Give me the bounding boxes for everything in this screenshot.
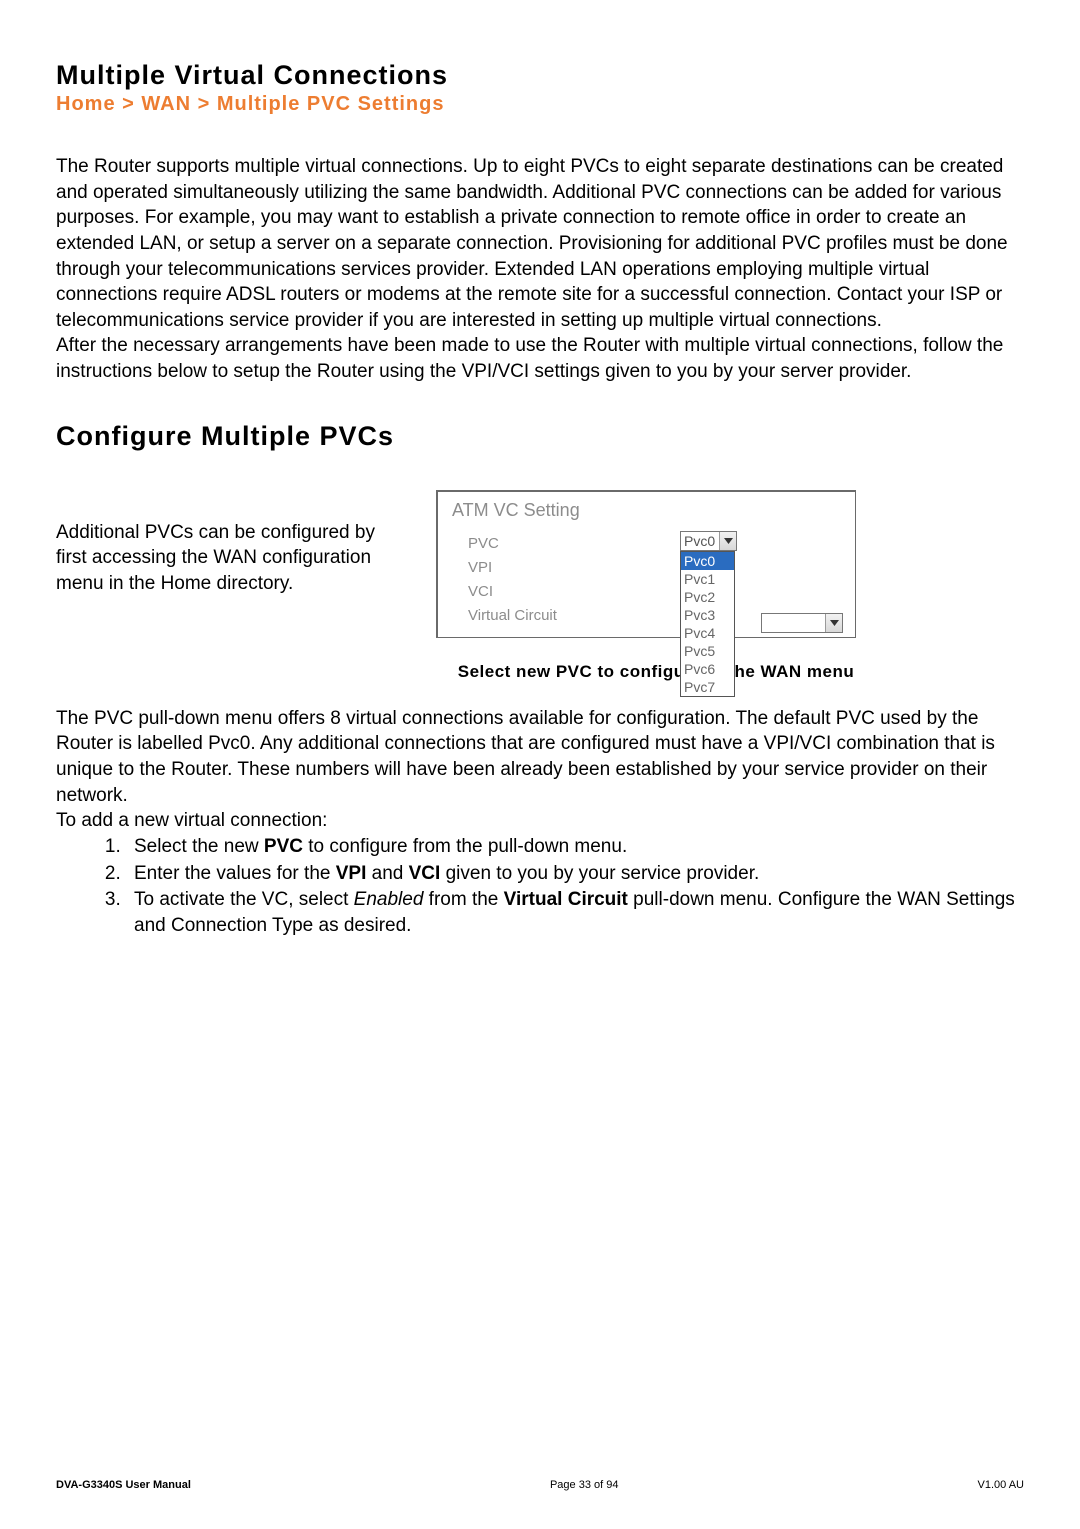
intro-paragraph-1: The Router supports multiple virtual con… xyxy=(56,154,1024,333)
step-bold: Virtual Circuit xyxy=(504,889,628,910)
step-text: and xyxy=(366,863,408,884)
pvc-description: The PVC pull-down menu offers 8 virtual … xyxy=(56,706,1024,809)
step-text: To activate the VC, select xyxy=(134,889,354,910)
subsection-heading: Configure Multiple PVCs xyxy=(56,421,1024,452)
pvc-option[interactable]: Pvc7 xyxy=(681,678,734,696)
config-two-column: Additional PVCs can be configured by fir… xyxy=(56,490,1024,638)
atm-label-vc: Virtual Circuit xyxy=(450,603,680,624)
figure-caption: Select new PVC to configure in the WAN m… xyxy=(336,662,976,682)
config-left-text: Additional PVCs can be configured by fir… xyxy=(56,490,396,597)
pvc-select-value: Pvc0 xyxy=(681,533,719,549)
step-text: Enter the values for the xyxy=(134,863,336,884)
breadcrumb: Home > WAN > Multiple PVC Settings xyxy=(56,93,1024,116)
atm-label-pvc: PVC xyxy=(450,531,680,552)
config-right-panel: ATM VC Setting PVC Pvc0 Pvc0 Pvc1 Pvc2 P… xyxy=(436,490,856,638)
pvc-option[interactable]: Pvc4 xyxy=(681,624,734,642)
steps-list: Select the new PVC to configure from the… xyxy=(56,834,1024,939)
step-1: Select the new PVC to configure from the… xyxy=(126,834,1024,860)
atm-label-vpi: VPI xyxy=(450,555,680,576)
footer-center: Page 33 of 94 xyxy=(550,1479,619,1491)
step-text: from the xyxy=(423,889,503,910)
step-text: Select the new xyxy=(134,836,264,857)
step-italic: Enabled xyxy=(354,889,424,910)
page-heading: Multiple Virtual Connections xyxy=(56,60,1024,91)
step-bold: PVC xyxy=(264,836,303,857)
atm-vc-panel: ATM VC Setting PVC Pvc0 Pvc0 Pvc1 Pvc2 P… xyxy=(436,490,856,638)
step-bold: VPI xyxy=(336,863,367,884)
step-3: To activate the VC, select Enabled from … xyxy=(126,887,1024,938)
pvc-option[interactable]: Pvc6 xyxy=(681,660,734,678)
step-bold: VCI xyxy=(409,863,441,884)
pvc-option[interactable]: Pvc2 xyxy=(681,588,734,606)
intro-paragraph-2: After the necessary arrangements have be… xyxy=(56,333,1024,384)
atm-panel-title: ATM VC Setting xyxy=(452,500,843,521)
pvc-option[interactable]: Pvc5 xyxy=(681,642,734,660)
footer-left: DVA-G3340S User Manual xyxy=(56,1479,191,1491)
pvc-option[interactable]: Pvc1 xyxy=(681,570,734,588)
page-footer: DVA-G3340S User Manual Page 33 of 94 V1.… xyxy=(56,1479,1024,1491)
atm-label-vci: VCI xyxy=(450,579,680,600)
step-2: Enter the values for the VPI and VCI giv… xyxy=(126,861,1024,887)
atm-row-vpi: VPI xyxy=(450,555,843,576)
pvc-dropdown-list: Pvc0 Pvc1 Pvc2 Pvc3 Pvc4 Pvc5 Pvc6 Pvc7 xyxy=(680,551,735,697)
pvc-select-wrapper: Pvc0 Pvc0 Pvc1 Pvc2 Pvc3 Pvc4 Pvc5 Pvc6 … xyxy=(680,531,737,551)
virtual-circuit-select[interactable] xyxy=(761,613,843,633)
atm-row-vci: VCI xyxy=(450,579,843,600)
step-text: to configure from the pull-down menu. xyxy=(303,836,627,857)
pvc-option[interactable]: Pvc0 xyxy=(681,552,734,570)
pvc-select[interactable]: Pvc0 xyxy=(680,531,737,551)
chevron-down-icon[interactable] xyxy=(825,614,842,632)
atm-row-pvc: PVC Pvc0 Pvc0 Pvc1 Pvc2 Pvc3 Pvc4 xyxy=(450,531,843,552)
virtual-circuit-select-wrapper xyxy=(761,610,843,633)
step-text: given to you by your service provider. xyxy=(440,863,759,884)
footer-right: V1.00 AU xyxy=(978,1479,1024,1491)
chevron-down-icon[interactable] xyxy=(719,532,736,550)
add-connection-intro: To add a new virtual connection: xyxy=(56,808,1024,834)
pvc-option[interactable]: Pvc3 xyxy=(681,606,734,624)
